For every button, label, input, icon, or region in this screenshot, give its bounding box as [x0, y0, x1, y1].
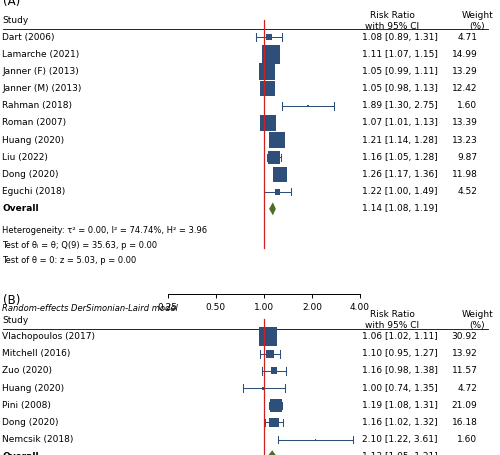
Text: 11.98: 11.98 — [452, 170, 477, 179]
Text: Test of θᵢ = θ; Q(9) = 35.63, p = 0.00: Test of θᵢ = θ; Q(9) = 35.63, p = 0.00 — [2, 241, 158, 250]
Text: Vlachopoulos (2017): Vlachopoulos (2017) — [2, 332, 96, 341]
Text: 1.14 [1.08, 1.19]: 1.14 [1.08, 1.19] — [362, 204, 438, 213]
Text: 11.57: 11.57 — [452, 366, 477, 375]
Text: Dong (2020): Dong (2020) — [2, 418, 59, 427]
Text: 1.26 [1.17, 1.36]: 1.26 [1.17, 1.36] — [362, 170, 438, 179]
Text: 1.19 [1.08, 1.31]: 1.19 [1.08, 1.31] — [362, 401, 438, 410]
Text: 21.09: 21.09 — [452, 401, 477, 410]
Text: Weight
(%): Weight (%) — [462, 310, 494, 330]
Text: 16.18: 16.18 — [452, 418, 477, 427]
Text: Janner (M) (2013): Janner (M) (2013) — [2, 84, 82, 93]
Text: Roman (2007): Roman (2007) — [2, 118, 66, 127]
Text: 1.16 [0.98, 1.38]: 1.16 [0.98, 1.38] — [362, 366, 438, 375]
Text: 13.29: 13.29 — [452, 67, 477, 76]
Text: Rahman (2018): Rahman (2018) — [2, 101, 72, 110]
Text: 9.87: 9.87 — [458, 153, 477, 162]
Text: 1.00 [0.74, 1.35]: 1.00 [0.74, 1.35] — [362, 384, 438, 393]
Text: Eguchi (2018): Eguchi (2018) — [2, 187, 66, 196]
Text: Overall: Overall — [2, 452, 39, 455]
Text: Zuo (2020): Zuo (2020) — [2, 366, 52, 375]
Text: 12.42: 12.42 — [452, 84, 477, 93]
Text: 1.22 [1.00, 1.49]: 1.22 [1.00, 1.49] — [362, 187, 438, 196]
Text: 1.10 [0.95, 1.27]: 1.10 [0.95, 1.27] — [362, 349, 438, 358]
Text: Liu (2022): Liu (2022) — [2, 153, 48, 162]
Text: Mitchell (2016): Mitchell (2016) — [2, 349, 71, 358]
Text: Overall: Overall — [2, 204, 39, 213]
Text: 1.07 [1.01, 1.13]: 1.07 [1.01, 1.13] — [362, 118, 438, 127]
Text: Study: Study — [2, 316, 29, 325]
Text: 1.13 [1.05, 1.21]: 1.13 [1.05, 1.21] — [362, 452, 438, 455]
Text: Huang (2020): Huang (2020) — [2, 136, 64, 145]
Text: Risk Ratio
with 95% CI: Risk Ratio with 95% CI — [366, 310, 420, 330]
Text: 1.05 [0.98, 1.13]: 1.05 [0.98, 1.13] — [362, 84, 438, 93]
Text: (A): (A) — [2, 0, 20, 8]
Text: 1.06 [1.02, 1.11]: 1.06 [1.02, 1.11] — [362, 332, 438, 341]
Text: 1.60: 1.60 — [458, 101, 477, 110]
Text: 1.16 [1.05, 1.28]: 1.16 [1.05, 1.28] — [362, 153, 438, 162]
Text: 13.92: 13.92 — [452, 349, 477, 358]
Text: Huang (2020): Huang (2020) — [2, 384, 64, 393]
Text: 13.23: 13.23 — [452, 136, 477, 145]
Text: Study: Study — [2, 16, 29, 25]
Text: 1.21 [1.14, 1.28]: 1.21 [1.14, 1.28] — [362, 136, 438, 145]
Text: 1.05 [0.99, 1.11]: 1.05 [0.99, 1.11] — [362, 67, 438, 76]
Text: 1.60: 1.60 — [458, 435, 477, 444]
Text: 1.16 [1.02, 1.32]: 1.16 [1.02, 1.32] — [362, 418, 438, 427]
Text: Random-effects DerSimonian-Laird model: Random-effects DerSimonian-Laird model — [2, 304, 178, 313]
Text: Test of θ = 0: z = 5.03, p = 0.00: Test of θ = 0: z = 5.03, p = 0.00 — [2, 256, 137, 265]
Text: 14.99: 14.99 — [452, 50, 477, 59]
Text: Lamarche (2021): Lamarche (2021) — [2, 50, 80, 59]
Text: Heterogeneity: τ² = 0.00, I² = 74.74%, H² = 3.96: Heterogeneity: τ² = 0.00, I² = 74.74%, H… — [2, 226, 208, 235]
Text: 1.11 [1.07, 1.15]: 1.11 [1.07, 1.15] — [362, 50, 438, 59]
Text: Dong (2020): Dong (2020) — [2, 170, 59, 179]
Text: 4.71: 4.71 — [458, 33, 477, 41]
Text: 1.89 [1.30, 2.75]: 1.89 [1.30, 2.75] — [362, 101, 438, 110]
Text: 30.92: 30.92 — [452, 332, 477, 341]
Text: 4.72: 4.72 — [458, 384, 477, 393]
Text: 4.52: 4.52 — [458, 187, 477, 196]
Text: Risk Ratio
with 95% CI: Risk Ratio with 95% CI — [366, 11, 420, 30]
Text: Weight
(%): Weight (%) — [462, 11, 494, 30]
Text: Dart (2006): Dart (2006) — [2, 33, 55, 41]
Text: Janner (F) (2013): Janner (F) (2013) — [2, 67, 79, 76]
Text: 2.10 [1.22, 3.61]: 2.10 [1.22, 3.61] — [362, 435, 438, 444]
Text: 13.39: 13.39 — [452, 118, 477, 127]
Text: 1.08 [0.89, 1.31]: 1.08 [0.89, 1.31] — [362, 33, 438, 41]
Text: Pini (2008): Pini (2008) — [2, 401, 51, 410]
Text: Nemcsik (2018): Nemcsik (2018) — [2, 435, 74, 444]
Text: (B): (B) — [2, 294, 20, 307]
